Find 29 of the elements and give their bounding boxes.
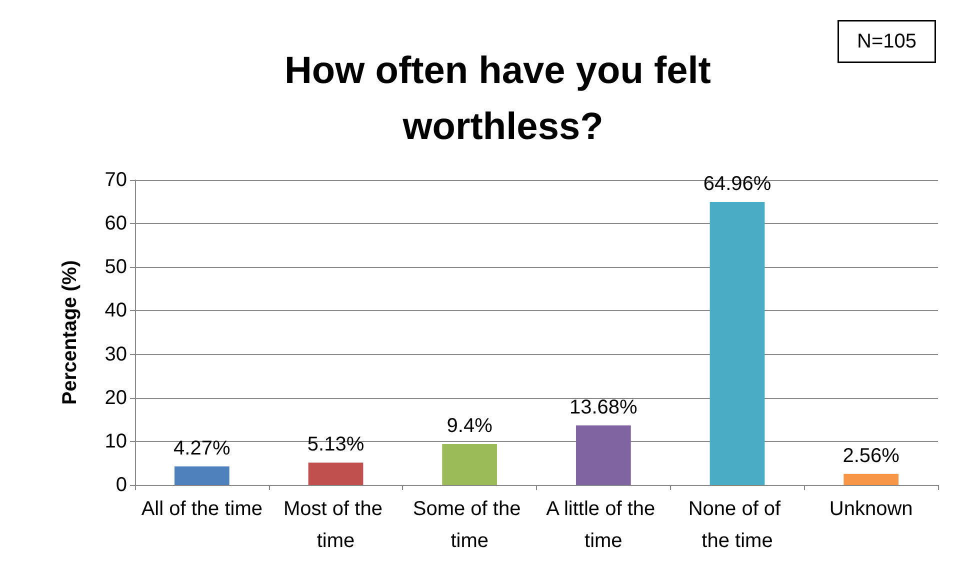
text: N=105 xyxy=(857,30,917,52)
y-tick-label: 70 xyxy=(104,169,127,191)
x-tick-label: Unknown xyxy=(829,498,913,520)
x-tick-label: None of of the time xyxy=(688,498,786,552)
data-label: 64.96% xyxy=(703,172,772,195)
chart-title: How often have you felt worthless? xyxy=(284,50,722,148)
y-tick-label: 60 xyxy=(104,212,127,235)
bar xyxy=(442,444,498,485)
bar xyxy=(844,474,899,485)
data-label: 4.27% xyxy=(174,437,230,460)
y-tick-label: 20 xyxy=(104,386,127,409)
data-label: 5.13% xyxy=(307,434,364,456)
x-tick-label: Some of the time xyxy=(412,498,526,552)
data-label: 9.4% xyxy=(446,415,493,438)
y-tick-label: 40 xyxy=(104,300,127,322)
y-tick-label: 30 xyxy=(104,343,127,366)
x-tick-label: All of the time xyxy=(141,498,263,520)
bar xyxy=(174,466,230,485)
x-tick-label: Most of the time xyxy=(284,498,388,552)
data-label: 2.56% xyxy=(842,444,900,467)
y-tick-label: 50 xyxy=(104,256,127,278)
y-tick-label: 10 xyxy=(104,430,127,452)
y-axis-title: Percentage (%) xyxy=(59,260,81,405)
bar xyxy=(710,202,765,485)
y-tick-label: 0 xyxy=(116,474,127,496)
data-label: 13.68% xyxy=(569,396,638,418)
x-tick-label: A little of the time xyxy=(546,498,661,552)
bar xyxy=(308,462,364,485)
bar xyxy=(576,425,631,485)
